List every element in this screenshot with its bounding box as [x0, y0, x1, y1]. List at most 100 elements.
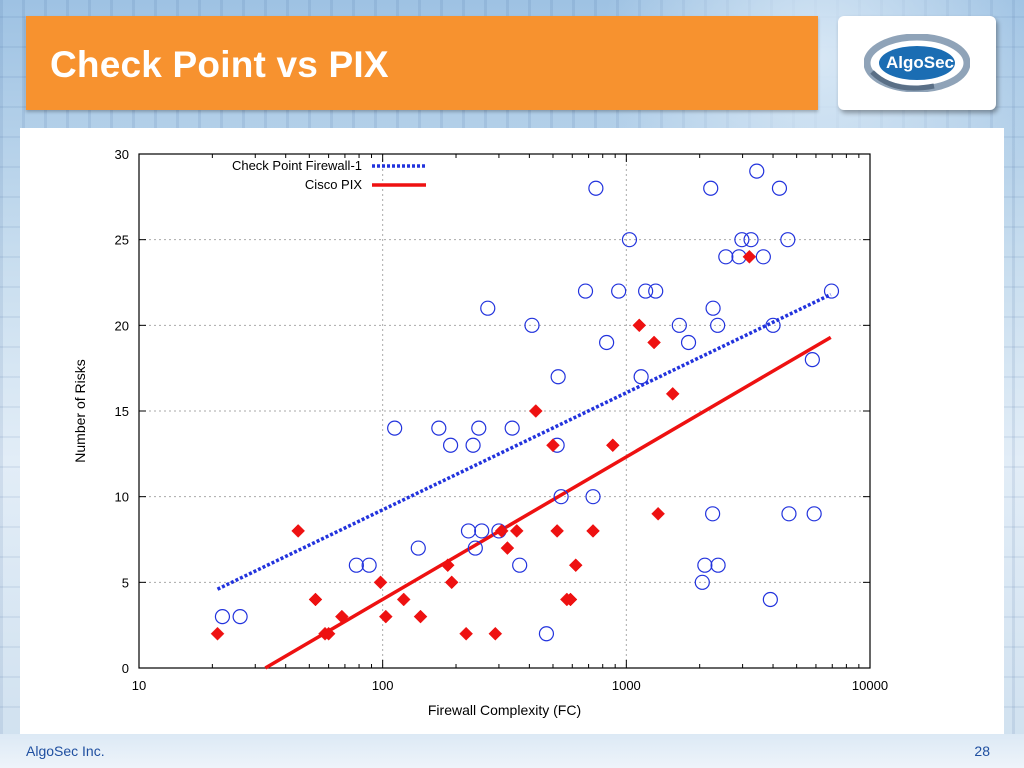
title-bar: Check Point vs PIX — [26, 16, 818, 110]
checkpoint-point — [585, 489, 601, 505]
checkpoint-point — [765, 317, 781, 333]
checkpoint-point — [361, 557, 377, 573]
pix-point — [413, 609, 428, 624]
checkpoint-point — [638, 283, 654, 299]
checkpoint-point — [705, 506, 721, 522]
checkpoint-point — [806, 506, 822, 522]
checkpoint-point — [611, 283, 627, 299]
checkpoint-point — [577, 283, 594, 299]
checkpoint-point — [734, 232, 750, 248]
checkpoint-point — [671, 317, 687, 333]
pix-point — [742, 249, 757, 264]
checkpoint-point — [694, 574, 710, 590]
checkpoint-point — [749, 163, 765, 179]
pix-point — [335, 609, 349, 624]
checkpoint-point — [718, 249, 734, 265]
checkpoint-point — [442, 437, 459, 453]
pix-point — [651, 506, 665, 521]
checkpoint-point — [460, 523, 477, 539]
checkpoint-point — [471, 420, 487, 436]
checkpoint-point — [633, 369, 649, 385]
pix-point — [373, 575, 388, 590]
checkpoint-point — [710, 317, 726, 333]
x-tick-label: 1000 — [612, 678, 641, 693]
pix-point — [605, 438, 620, 453]
checkpoint-point — [621, 232, 638, 248]
slide-title: Check Point vs PIX — [50, 44, 389, 85]
pix-point — [444, 575, 459, 590]
pix-point — [500, 541, 515, 555]
checkpoint-point — [214, 609, 231, 625]
checkpoint-point — [697, 557, 713, 573]
scatter-chart: 0 5 10 15 20 25 30 10 100 1000 10000 Firewall Compl… — [72, 147, 888, 718]
pix-point — [550, 524, 564, 538]
checkpoint-point — [762, 591, 778, 608]
checkpoint-point — [431, 420, 447, 436]
pix-point — [291, 524, 306, 538]
checkpoint-point — [467, 540, 483, 556]
page-number: 28 — [974, 743, 990, 759]
pix-point — [321, 626, 336, 641]
chart-panel: 0 5 10 15 20 25 30 10 100 1000 10000 Firewall Compl… — [20, 128, 1004, 734]
checkpoint-trend-line — [216, 292, 832, 591]
x-axis-label: Firewall Complexity (FC) — [428, 702, 581, 718]
checkpoint-point — [743, 232, 759, 248]
pix-point — [563, 592, 578, 607]
x-tick-label: 100 — [372, 678, 394, 693]
pix-point — [396, 592, 411, 607]
y-axis-label: Number of Risks — [72, 359, 88, 462]
checkpoint-point — [804, 352, 820, 368]
checkpoint-point — [680, 334, 697, 351]
y-tick-label: 20 — [115, 318, 129, 333]
x-tick-label: 10000 — [852, 678, 888, 693]
checkpoint-point — [550, 369, 566, 385]
logo-text: AlgoSec — [886, 53, 955, 72]
checkpoint-point — [387, 420, 403, 436]
pix-point — [647, 335, 661, 350]
pix-trend-line — [264, 335, 832, 670]
pix-point — [546, 438, 560, 453]
checkpoint-point — [599, 334, 615, 351]
checkpoint-point — [524, 317, 540, 333]
checkpoint-point — [703, 180, 719, 196]
checkpoint-point — [780, 232, 796, 248]
checkpoint-point — [232, 609, 248, 625]
checkpoint-point — [771, 180, 788, 196]
pix-point — [632, 318, 647, 333]
y-tick-label: 5 — [122, 575, 129, 590]
checkpoint-point — [480, 300, 496, 316]
checkpoint-point — [705, 300, 721, 316]
pix-point — [488, 626, 503, 641]
logo-swirl-icon — [864, 34, 970, 92]
checkpoint-point — [504, 420, 520, 436]
pix-point — [440, 558, 455, 573]
y-tick-label: 30 — [115, 147, 129, 162]
legend-label: Cisco PIX — [305, 177, 362, 192]
checkpoint-point — [648, 283, 664, 299]
checkpoint-point — [755, 249, 771, 265]
checkpoint-point — [588, 180, 604, 196]
y-tick-label: 10 — [115, 490, 129, 505]
checkpoint-point — [410, 540, 426, 556]
checkpoint-point — [553, 489, 569, 505]
checkpoint-point — [823, 283, 840, 299]
pix-point — [378, 609, 393, 624]
pix-point — [568, 558, 583, 573]
pix-point — [528, 404, 543, 418]
checkpoint-point — [348, 557, 364, 573]
legend-label: Check Point Firewall-1 — [232, 158, 362, 173]
pix-point — [509, 524, 524, 538]
y-tick-label: 0 — [122, 661, 129, 676]
checkpoint-point — [512, 557, 528, 573]
checkpoint-point — [465, 437, 481, 453]
x-tick-label: 10 — [132, 678, 146, 693]
pix-point — [665, 387, 680, 401]
y-tick-label: 25 — [115, 233, 129, 248]
checkpoint-point — [474, 523, 490, 539]
pix-point — [586, 524, 600, 538]
algosec-logo: AlgoSec — [838, 16, 996, 110]
y-tick-label: 15 — [115, 404, 129, 419]
footer-bar — [0, 734, 1024, 768]
pix-point — [494, 524, 509, 538]
checkpoint-point — [710, 557, 726, 573]
